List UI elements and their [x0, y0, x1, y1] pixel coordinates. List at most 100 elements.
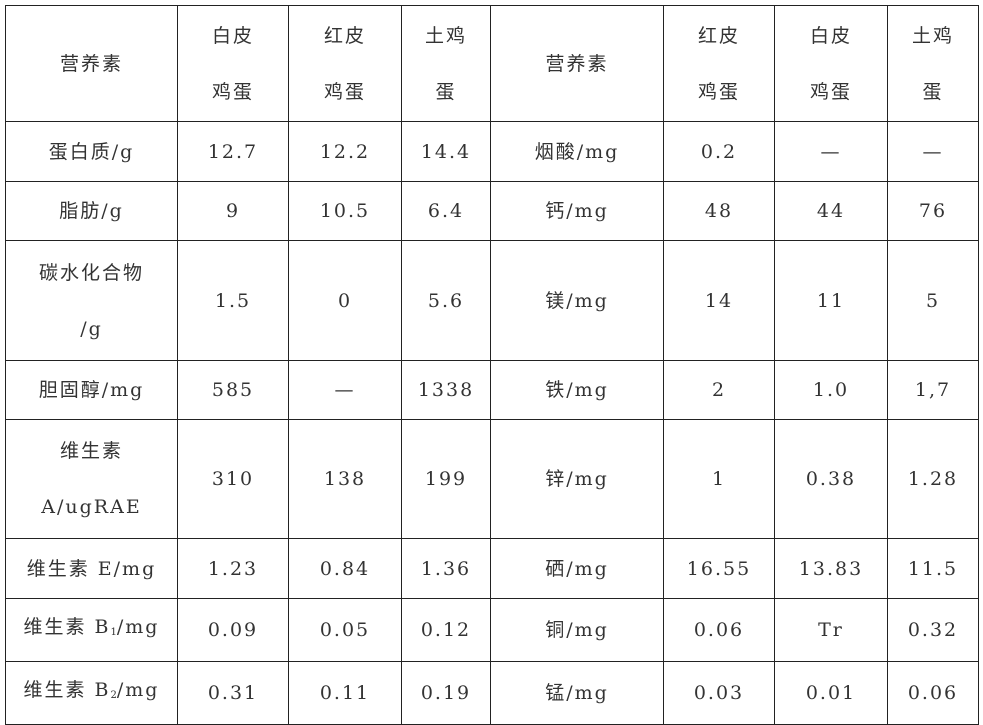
- header-cell: 营养素: [490, 5, 664, 122]
- header-text: 白皮: [211, 24, 254, 47]
- value-cell: 1.5: [177, 240, 289, 361]
- header-row: 营养素 白皮 鸡蛋 红皮 鸡蛋 土鸡蛋营养素 红皮 鸡蛋 白皮 鸡蛋 土鸡蛋: [5, 5, 979, 122]
- table-row: 蛋白质/g 12.7 12.2 14.4 烟酸/mg 0.2— —: [5, 121, 979, 182]
- value-cell: 0.06: [663, 598, 775, 662]
- nutrient-label: 锰/mg: [490, 661, 664, 725]
- value-cell: 5: [887, 240, 979, 361]
- value-cell: 16.55: [663, 538, 775, 599]
- header-text: 鸡蛋: [323, 80, 366, 103]
- value-cell: 0.06: [887, 661, 979, 725]
- header-text: 鸡蛋: [697, 80, 740, 103]
- value-cell: 1.0: [774, 360, 888, 420]
- nutrient-label-text: A/ugRAE: [41, 496, 142, 518]
- value-cell: 1.28: [887, 419, 979, 539]
- nutrient-label: 维生素 B2/mg: [5, 661, 178, 725]
- value-cell: 0.19: [401, 661, 491, 725]
- nutrient-label-unit: /mg: [116, 679, 160, 701]
- value-cell: 310: [177, 419, 289, 539]
- table-row: 脂肪/g 9 10.5 6.4 钙/mg 48 44 76: [5, 181, 979, 241]
- nutrient-label: 胆固醇/mg: [5, 360, 178, 420]
- value-cell: 48: [663, 181, 775, 241]
- header-text: 红皮: [697, 24, 740, 47]
- header-text: 土鸡: [424, 24, 467, 47]
- header-text: 白皮: [809, 24, 852, 47]
- egg-nutrition-table: 营养素 白皮 鸡蛋 红皮 鸡蛋 土鸡蛋营养素 红皮 鸡蛋 白皮 鸡蛋 土鸡蛋蛋白质/g 12.7 12.…: [5, 5, 979, 725]
- header-text: 红皮: [323, 24, 366, 47]
- value-cell: 6.4: [401, 181, 491, 241]
- header-cell: 白皮 鸡蛋: [177, 5, 289, 122]
- value-cell: 11.5: [887, 538, 979, 599]
- value-cell: 0.03: [663, 661, 775, 725]
- header-text: 营养素: [59, 52, 123, 75]
- subscript: 2: [110, 690, 117, 701]
- header-text: 蛋: [922, 80, 944, 103]
- table-row: 胆固醇/mg 585—1338 铁/mg 2 1.0 1,7: [5, 360, 979, 420]
- table-row: 维生素 B2/mg 0.31 0.11 0.19 锰/mg 0.03 0.01 0.06: [5, 661, 979, 725]
- value-cell: 0: [288, 240, 402, 361]
- header-cell: 红皮 鸡蛋: [288, 5, 402, 122]
- nutrient-label-text: 维生素 B: [23, 679, 111, 701]
- header-text: 蛋: [435, 80, 457, 103]
- value-cell: 0.31: [177, 661, 289, 725]
- nutrient-label: 维生素 B1/mg: [5, 598, 178, 662]
- nutrient-label-unit: /mg: [116, 616, 160, 638]
- table-row: 维生素 E/mg 1.23 0.84 1.36 硒/mg 16.55 13.83 11.5: [5, 538, 979, 599]
- value-cell: 1,7: [887, 360, 979, 420]
- value-cell: 1: [663, 419, 775, 539]
- subscript: 1: [110, 627, 117, 638]
- header-cell: 白皮 鸡蛋: [774, 5, 888, 122]
- value-cell: 12.2: [288, 121, 402, 182]
- header-cell: 土鸡蛋: [887, 5, 979, 122]
- value-cell: 199: [401, 419, 491, 539]
- value-cell: 11: [774, 240, 888, 361]
- nutrient-label: 维生素 A/ugRAE: [5, 419, 178, 539]
- header-text: 营养素: [545, 52, 609, 75]
- value-cell: 0.05: [288, 598, 402, 662]
- nutrient-label: 碳水化合物/g: [5, 240, 178, 361]
- value-cell: 1338: [401, 360, 491, 420]
- value-cell: 0.2: [663, 121, 775, 182]
- header-text: 鸡蛋: [211, 80, 254, 103]
- nutrient-label: 铁/mg: [490, 360, 664, 420]
- nutrient-label-text: 碳水化合物: [38, 261, 144, 284]
- value-cell: 1.36: [401, 538, 491, 599]
- value-cell: 585: [177, 360, 289, 420]
- value-cell: 0.12: [401, 598, 491, 662]
- value-cell: 0.01: [774, 661, 888, 725]
- nutrient-label: 维生素 E/mg: [5, 538, 178, 599]
- header-cell: 土鸡蛋: [401, 5, 491, 122]
- nutrient-label: 钙/mg: [490, 181, 664, 241]
- value-cell: —: [288, 360, 402, 420]
- nutrient-label-text: 维生素: [59, 440, 123, 462]
- header-cell: 营养素: [5, 5, 178, 122]
- table-row: 碳水化合物/g 1.5 0 5.6 镁/mg 14 11 5: [5, 240, 979, 361]
- value-cell: —: [774, 121, 888, 182]
- value-cell: —: [887, 121, 979, 182]
- value-cell: 10.5: [288, 181, 402, 241]
- value-cell: 0.09: [177, 598, 289, 662]
- table-row: 维生素 B1/mg 0.09 0.05 0.12 铜/mg 0.06 Tr 0.32: [5, 598, 979, 662]
- value-cell: 12.7: [177, 121, 289, 182]
- value-cell: 76: [887, 181, 979, 241]
- value-cell: 138: [288, 419, 402, 539]
- nutrient-label: 脂肪/g: [5, 181, 178, 241]
- table-row: 维生素 A/ugRAE 310 138 199 锌/mg 1 0.38 1.28: [5, 419, 979, 539]
- value-cell: 14: [663, 240, 775, 361]
- value-cell: 0.11: [288, 661, 402, 725]
- nutrient-label: 硒/mg: [490, 538, 664, 599]
- value-cell: Tr: [774, 598, 888, 662]
- nutrient-label: 蛋白质/g: [5, 121, 178, 182]
- header-text: 鸡蛋: [809, 80, 852, 103]
- value-cell: 0.84: [288, 538, 402, 599]
- nutrient-label: 锌/mg: [490, 419, 664, 539]
- nutrient-label-text: 维生素 B: [23, 616, 111, 638]
- value-cell: 5.6: [401, 240, 491, 361]
- nutrient-label-text: /g: [80, 317, 103, 340]
- value-cell: 9: [177, 181, 289, 241]
- value-cell: 0.38: [774, 419, 888, 539]
- value-cell: 2: [663, 360, 775, 420]
- header-text: 土鸡: [911, 24, 954, 47]
- nutrient-label: 铜/mg: [490, 598, 664, 662]
- value-cell: 14.4: [401, 121, 491, 182]
- header-cell: 红皮 鸡蛋: [663, 5, 775, 122]
